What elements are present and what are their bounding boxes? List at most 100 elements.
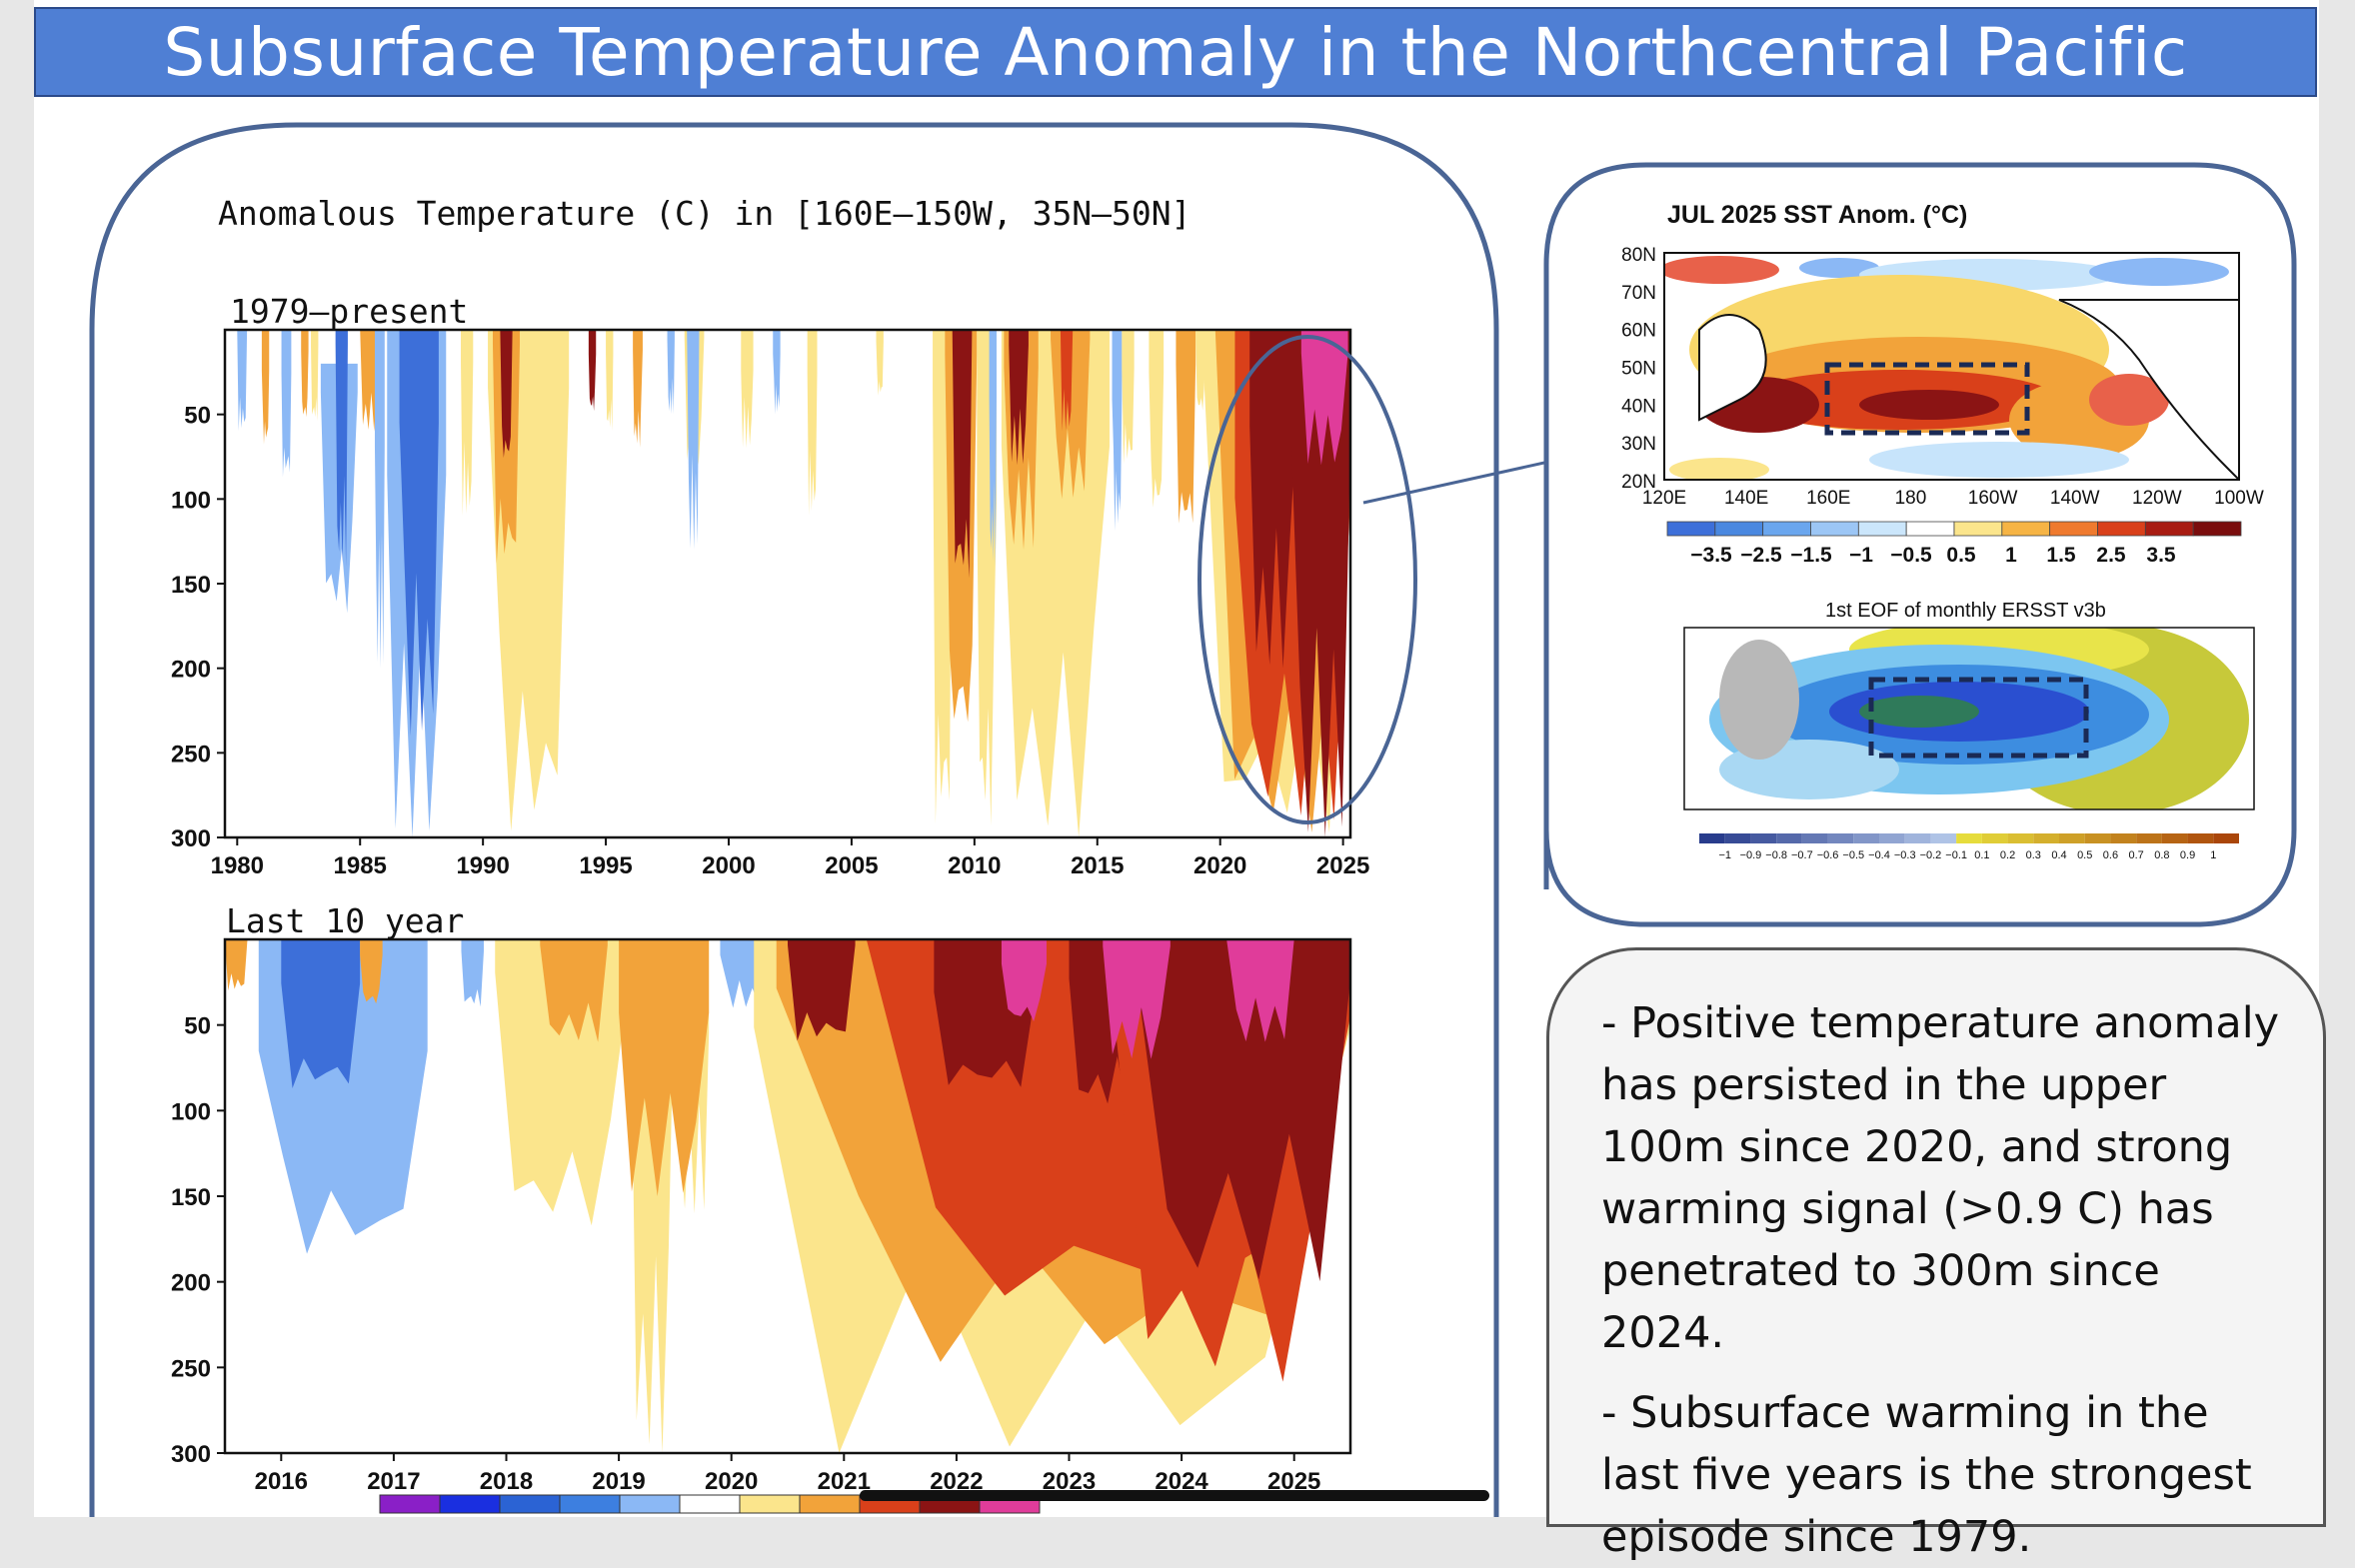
sst-ytick-label: 40N	[1621, 396, 1656, 417]
sst-anomaly-region	[1869, 442, 2129, 478]
chart1-subtitle: 1979–present	[230, 292, 468, 331]
eof-map-title: 1st EOF of monthly ERSST v3b	[1825, 600, 2106, 622]
chart1-band	[399, 330, 439, 737]
eof-colorbar-swatch	[2033, 833, 2059, 843]
chart1-band	[773, 330, 781, 415]
sst-anomaly-region	[1799, 258, 1879, 278]
eof-colorbar-swatch	[1879, 833, 1905, 843]
chart1-band	[876, 330, 884, 396]
chart1-xtick-label: 2015	[1071, 852, 1124, 879]
eof-colorbar-swatch	[1853, 833, 1879, 843]
eof-colorbar-label: −0.8	[1765, 849, 1787, 861]
chart1-xtick-label: 2020	[1193, 852, 1246, 879]
sst-box-region	[1824, 362, 2030, 436]
eof-colorbar-label: −0.1	[1945, 849, 1967, 861]
eof-colorbar-label: 0.6	[2103, 849, 2118, 861]
sst-ytick-label: 70N	[1621, 283, 1656, 304]
main-colorbar-swatch	[739, 1494, 801, 1514]
main-colorbar-swatch	[799, 1494, 861, 1514]
chart1-band	[461, 330, 474, 517]
chart1-band	[1122, 330, 1135, 465]
eof-colorbar-label: 0.2	[2000, 849, 2015, 861]
sst-xtick-label: 120E	[1642, 488, 1686, 509]
eof-colorbar-swatch	[2059, 833, 2085, 843]
sst-xtick-label: 140E	[1724, 488, 1768, 509]
sst-ytick-label: 50N	[1621, 359, 1656, 380]
eof-colorbar-label: −0.6	[1817, 849, 1839, 861]
sst-colorbar-label: −0.5	[1890, 544, 1932, 567]
sst-xtick-label: 160W	[1968, 488, 2018, 509]
chart2-band	[1001, 939, 1047, 1022]
chart1-xtick-label: 1980	[211, 852, 264, 879]
sst-ytick-label: 60N	[1621, 321, 1656, 342]
sst-anomaly-region	[2089, 258, 2229, 286]
highlight-oval	[1197, 335, 1417, 824]
sst-colorbar-swatch	[2097, 521, 2146, 537]
sst-colorbar-label: 3.5	[2146, 544, 2176, 567]
chart2-subtitle: Last 10 year	[226, 901, 464, 940]
chart2-ytick-label: 300	[171, 1441, 211, 1468]
sst-ytick-label: 20N	[1621, 472, 1656, 493]
sst-xtick-label: 180	[1895, 488, 1927, 509]
sst-xtick-label: 140W	[2050, 488, 2100, 509]
sst-colorbar-swatch	[1810, 521, 1859, 537]
eof-colorbar-label: −0.7	[1791, 849, 1813, 861]
eof-colorbar-label: 0.4	[2051, 849, 2066, 861]
sst-colorbar-swatch	[1857, 521, 1907, 537]
chart1-band	[237, 330, 248, 432]
chart1-band	[1176, 330, 1196, 524]
chart1-xtick-label: 2000	[702, 852, 755, 879]
sst-colorbar-swatch	[1714, 521, 1764, 537]
sst-colorbar-swatch	[2001, 521, 2051, 537]
sst-anomaly-region	[2089, 374, 2169, 426]
eof-colorbar-label: 0.3	[2026, 849, 2041, 861]
eof-colorbar-label: −1	[1718, 849, 1731, 861]
chart2-xtick-label: 2019	[592, 1468, 645, 1495]
eof-colorbar-swatch	[2161, 833, 2188, 843]
sst-colorbar-swatch	[2049, 521, 2098, 537]
eof-colorbar-swatch	[1699, 833, 1725, 843]
sst-colorbar-swatch	[1953, 521, 2003, 537]
eof-colorbar-swatch	[1981, 833, 2008, 843]
chart1-band	[989, 330, 997, 567]
sst-colorbar-label: 1	[2005, 544, 2017, 567]
sst-colorbar-label: −3.5	[1690, 544, 1732, 567]
chart1-band	[374, 330, 385, 669]
chart1-xtick-label: 1985	[334, 852, 387, 879]
namerica-coastline	[2058, 299, 2239, 480]
eof-colorbar-swatch	[1956, 833, 1982, 843]
eof-colorbar-label: −0.5	[1842, 849, 1864, 861]
chart2-band	[360, 939, 383, 1004]
chart1-ytick-label: 200	[171, 657, 211, 684]
horizontal-scrollbar[interactable]	[860, 1490, 1489, 1501]
chart1-band	[549, 330, 562, 428]
main-chart-canvas: Anomalous Temperature (C) in [160E–150W,…	[89, 122, 2297, 1517]
chart1-xtick-label: 2010	[948, 852, 1001, 879]
sst-xtick-label: 160E	[1806, 488, 1850, 509]
sst-colorbar-swatch	[2192, 521, 2242, 537]
chart1-band	[261, 330, 270, 445]
chart1-band	[1009, 330, 1029, 466]
chart2-ytick-label: 250	[171, 1355, 211, 1382]
eof-colorbar-swatch	[2213, 833, 2239, 843]
chart2-band	[281, 939, 361, 1089]
chart1-band	[952, 330, 973, 579]
chart1-band	[281, 330, 292, 478]
eof-colorbar-label: 0.7	[2128, 849, 2143, 861]
chart1-band	[588, 330, 597, 412]
chart2-xtick-label: 2018	[480, 1468, 533, 1495]
eof-colorbar-swatch	[1827, 833, 1854, 843]
chart1-band	[1060, 330, 1074, 432]
chart1-ytick-label: 50	[184, 403, 211, 430]
eof-map: −1 −0.9 −0.8 −0.7 −0.6 −0.5 −0.4 −0.3 −0.2 −0.1 0.…	[1683, 627, 2255, 861]
chart1-band	[335, 330, 348, 568]
sst-colorbar-swatch	[2144, 521, 2194, 537]
sst-colorbar-label: 1.5	[2046, 544, 2076, 567]
chart1-band	[741, 330, 754, 449]
title-bar: Subsurface Temperature Anomaly in the No…	[34, 7, 2317, 97]
eof-colorbar-label: 1	[2210, 849, 2216, 861]
chart1-ytick-label: 250	[171, 741, 211, 768]
eof-colorbar-label: −0.9	[1740, 849, 1762, 861]
